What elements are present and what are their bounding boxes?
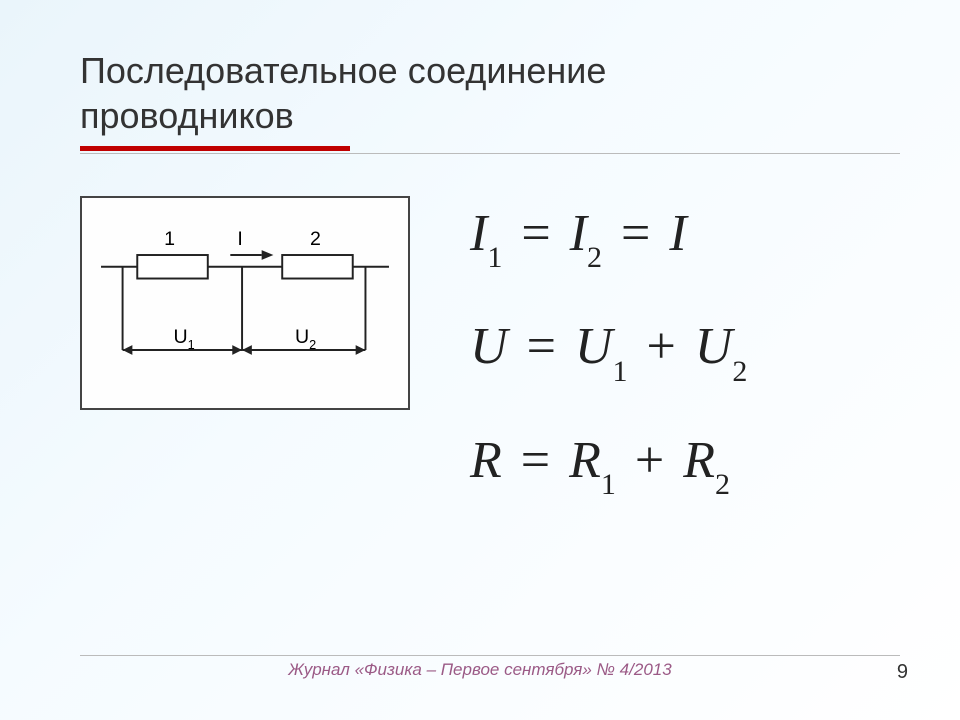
sub: 1 <box>487 241 502 274</box>
sub: 1 <box>601 468 616 501</box>
accent-bar <box>80 146 350 151</box>
var: U <box>470 318 508 375</box>
formula-voltage: U = U1 + U2 <box>470 317 747 382</box>
formula-block: I1 = I2 = I U = U1 + U2 R = R1 + R2 <box>470 204 747 496</box>
current-label: I <box>237 228 242 250</box>
var: R <box>683 432 715 489</box>
equals: = <box>515 205 556 262</box>
title-line-1: Последовательное соединение <box>80 50 606 91</box>
var: U <box>575 318 613 375</box>
thin-rule <box>80 153 900 154</box>
slide: Последовательное соединение проводников … <box>0 0 960 720</box>
var: I <box>470 205 487 262</box>
footer-text: Журнал «Физика – Первое сентября» № 4/20… <box>0 660 960 680</box>
resistor-2 <box>282 255 353 279</box>
var: R <box>569 432 601 489</box>
sub: 2 <box>732 355 747 388</box>
resistor-1-label: 1 <box>164 228 175 250</box>
var: U <box>695 318 733 375</box>
u2-label: U2 <box>295 326 316 352</box>
formula-resistance: R = R1 + R2 <box>470 431 747 496</box>
circuit-diagram: 1 I 2 U1 <box>80 196 410 410</box>
page-title: Последовательное соединение проводников <box>80 48 900 138</box>
var: R <box>470 432 502 489</box>
plus: + <box>629 432 670 489</box>
sub: 2 <box>715 468 730 501</box>
plus: + <box>640 318 681 375</box>
var: I <box>570 205 587 262</box>
var: I <box>669 205 686 262</box>
sub: 1 <box>612 355 627 388</box>
equals: = <box>615 205 656 262</box>
circuit-svg: 1 I 2 U1 <box>92 208 398 398</box>
resistor-1 <box>137 255 208 279</box>
current-arrow-head <box>262 250 274 260</box>
content-row: 1 I 2 U1 <box>80 196 900 496</box>
u1-label: U1 <box>174 326 195 352</box>
page-number: 9 <box>897 661 908 684</box>
u1-arrow-l <box>123 345 133 355</box>
equals: = <box>521 318 562 375</box>
u2-arrow-r <box>356 345 366 355</box>
u2-arrow-l <box>242 345 252 355</box>
footer-rule <box>80 655 900 656</box>
u1-arrow-r <box>232 345 242 355</box>
sub: 2 <box>587 241 602 274</box>
equals: = <box>515 432 556 489</box>
resistor-2-label: 2 <box>310 228 321 250</box>
title-line-2: проводников <box>80 95 294 136</box>
formula-current: I1 = I2 = I <box>470 204 747 269</box>
